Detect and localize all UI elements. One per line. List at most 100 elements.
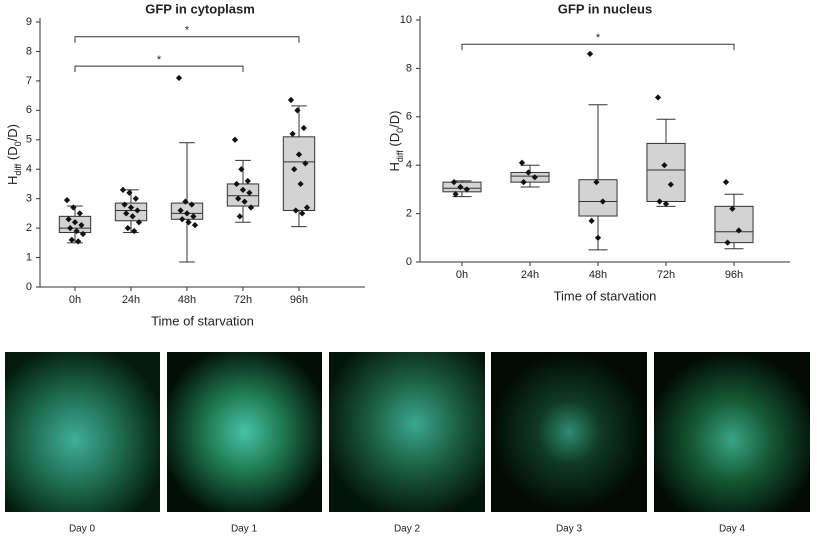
data-point: [79, 230, 87, 238]
y-axis-title-part: (D: [5, 146, 20, 163]
micrograph: [654, 352, 810, 512]
y-tick-label: 8: [406, 62, 412, 74]
x-axis-title: Time of starvation: [151, 313, 254, 328]
data-point: [123, 210, 130, 217]
y-tick-label: 9: [26, 16, 32, 28]
data-point: [63, 197, 71, 204]
data-point: [126, 189, 133, 196]
chart-title: GFP in nucleus: [558, 1, 652, 16]
data-point: [239, 186, 247, 193]
data-point: [132, 195, 139, 202]
box: [578, 179, 618, 217]
data-point: [244, 177, 251, 185]
x-tick-label: 48h: [178, 294, 196, 306]
y-axis-title-part: 0: [13, 141, 23, 146]
x-tick-label: 96h: [290, 294, 308, 306]
data-point: [182, 198, 189, 205]
panel-label: Day 4: [719, 524, 746, 535]
box: [114, 202, 148, 222]
data-point: [287, 96, 295, 104]
y-axis-title-part: diff: [13, 163, 23, 175]
data-point: [73, 227, 80, 235]
data-point: [231, 136, 239, 143]
data-point: [70, 204, 77, 211]
x-tick-label: 72h: [657, 269, 675, 281]
data-point: [246, 189, 253, 196]
data-point: [131, 227, 138, 235]
micrograph: [167, 352, 322, 512]
y-axis-title-part: H: [387, 162, 402, 171]
significance-bracket: [461, 43, 735, 51]
data-point: [238, 166, 245, 173]
x-axis-title: Time of starvation: [554, 288, 657, 303]
y-tick-label: 6: [26, 104, 32, 116]
box: [714, 205, 754, 244]
y-tick-label: 2: [406, 208, 412, 220]
data-point: [191, 222, 199, 229]
data-point: [722, 179, 730, 186]
y-tick-label: 0: [26, 281, 32, 293]
y-tick-label: 10: [400, 14, 412, 26]
box: [282, 136, 316, 211]
x-tick-label: 48h: [589, 269, 607, 281]
y-tick-label: 8: [26, 45, 32, 57]
panel-label: Day 2: [394, 524, 421, 535]
y-tick-label: 4: [406, 159, 412, 171]
data-point: [65, 216, 72, 223]
y-axis-title-part: 0: [395, 128, 405, 133]
y-axis-title-part: H: [5, 176, 20, 185]
micrograph: [491, 352, 647, 512]
y-axis-title: Hdiff (D0/D): [5, 124, 23, 185]
data-point: [654, 94, 662, 101]
data-point: [586, 50, 594, 57]
significance-label: *: [157, 54, 162, 66]
data-point: [291, 166, 298, 173]
image-panels: Day 0 Day 1 Day 2 Day 3 Day 4: [5, 352, 810, 535]
y-axis-title-part: /D): [5, 124, 20, 141]
data-point: [183, 210, 191, 217]
data-point: [236, 213, 243, 220]
panel-label: Day 0: [69, 524, 96, 535]
data-point: [247, 204, 255, 211]
data-point: [588, 217, 595, 224]
data-point: [124, 224, 131, 232]
chart-title: GFP in cytoplasm: [145, 1, 255, 16]
data-point: [67, 224, 74, 232]
data-point: [188, 201, 195, 208]
data-point: [185, 219, 192, 226]
data-point: [190, 213, 197, 220]
data-point: [294, 107, 301, 114]
y-tick-label: 5: [26, 134, 32, 146]
x-tick-label: 24h: [122, 294, 140, 306]
data-point: [452, 191, 459, 198]
micrograph: [5, 352, 160, 512]
x-tick-label: 72h: [234, 294, 252, 306]
panel-label: Day 3: [556, 524, 583, 535]
y-tick-label: 3: [26, 193, 32, 205]
data-point: [179, 216, 186, 223]
y-axis-title-part: /D): [387, 111, 402, 128]
box: [226, 183, 260, 207]
y-axis-title: Hdiff (D0/D): [387, 111, 405, 172]
data-point: [299, 210, 306, 217]
data-point: [119, 186, 127, 193]
data-point: [300, 124, 307, 132]
significance-bracket: [74, 36, 300, 43]
data-point: [134, 207, 141, 214]
y-tick-label: 1: [26, 251, 32, 263]
panel-label: Day 1: [231, 524, 258, 535]
significance-label: *: [185, 25, 190, 37]
y-tick-label: 4: [26, 163, 32, 175]
x-tick-label: 0h: [69, 294, 81, 306]
significance-label: *: [596, 32, 601, 44]
box: [646, 142, 686, 202]
x-tick-label: 96h: [725, 269, 743, 281]
x-tick-label: 24h: [521, 269, 539, 281]
data-point: [121, 201, 128, 208]
data-point: [175, 74, 183, 82]
data-point: [78, 222, 85, 229]
y-axis-title-part: diff: [395, 150, 405, 162]
y-tick-label: 2: [26, 222, 32, 234]
data-point: [76, 210, 83, 217]
